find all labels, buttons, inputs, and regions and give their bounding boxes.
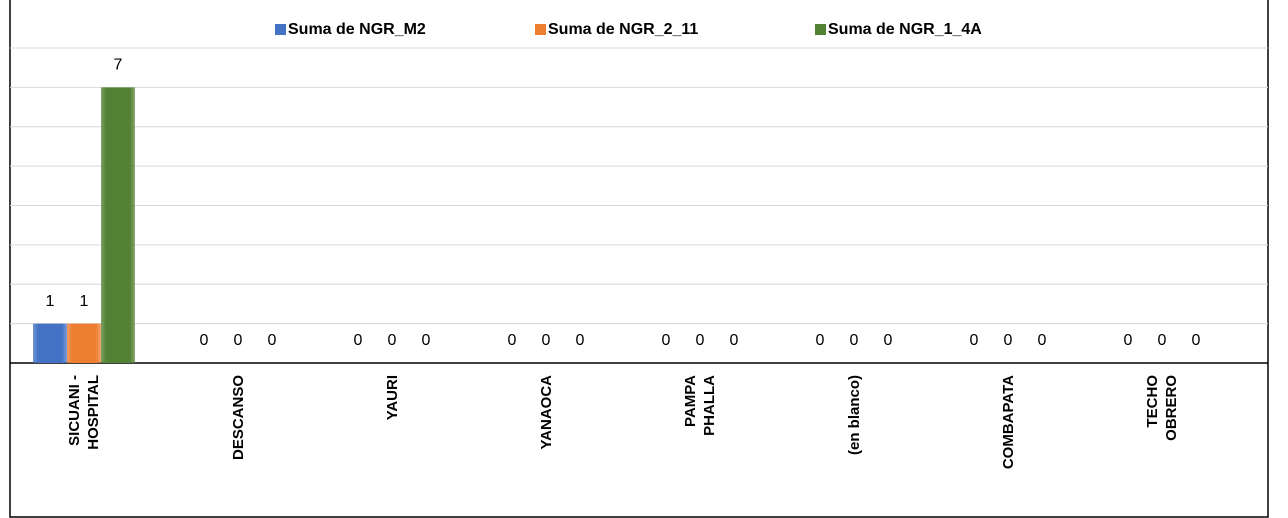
legend-label: Suma de NGR_1_4A xyxy=(828,21,982,38)
value-label: 0 xyxy=(1004,332,1013,349)
value-label: 0 xyxy=(508,332,517,349)
x-tick-label: COMBAPATA xyxy=(999,375,1017,470)
legend-swatch xyxy=(815,24,826,35)
value-label: 0 xyxy=(1192,332,1201,349)
bar xyxy=(101,87,135,363)
chart-border xyxy=(9,0,1269,518)
value-label: 0 xyxy=(850,332,859,349)
bar xyxy=(67,323,101,363)
value-label: 0 xyxy=(662,332,671,349)
x-tick-label: TECHO OBRERO xyxy=(1144,375,1180,441)
value-label: 0 xyxy=(884,332,893,349)
x-tick-label: YANAOCA xyxy=(537,375,555,450)
value-label: 0 xyxy=(388,332,397,349)
value-label: 1 xyxy=(80,293,89,310)
legend-label: Suma de NGR_M2 xyxy=(288,21,426,38)
x-tick-label: YAURI xyxy=(383,375,401,421)
value-label: 0 xyxy=(422,332,431,349)
x-tick-label: PAMPA PHALLA xyxy=(682,375,718,436)
bar xyxy=(33,323,67,363)
x-tick-label: SICUANI - HOSPITAL xyxy=(66,375,102,450)
legend-swatch xyxy=(275,24,286,35)
value-label: 7 xyxy=(114,57,123,74)
value-label: 0 xyxy=(268,332,277,349)
value-label: 0 xyxy=(816,332,825,349)
value-label: 1 xyxy=(46,293,55,310)
value-label: 0 xyxy=(696,332,705,349)
value-label: 0 xyxy=(1038,332,1047,349)
value-label: 0 xyxy=(576,332,585,349)
legend-swatch xyxy=(535,24,546,35)
value-label: 0 xyxy=(354,332,363,349)
value-label: 0 xyxy=(200,332,209,349)
value-label: 0 xyxy=(730,332,739,349)
x-tick-label: (en blanco) xyxy=(845,375,863,456)
x-tick-label: DESCANSO xyxy=(229,375,247,461)
value-label: 0 xyxy=(234,332,243,349)
value-label: 0 xyxy=(542,332,551,349)
value-label: 0 xyxy=(970,332,979,349)
legend-label: Suma de NGR_2_11 xyxy=(548,21,698,38)
value-label: 0 xyxy=(1124,332,1133,349)
value-label: 0 xyxy=(1158,332,1167,349)
